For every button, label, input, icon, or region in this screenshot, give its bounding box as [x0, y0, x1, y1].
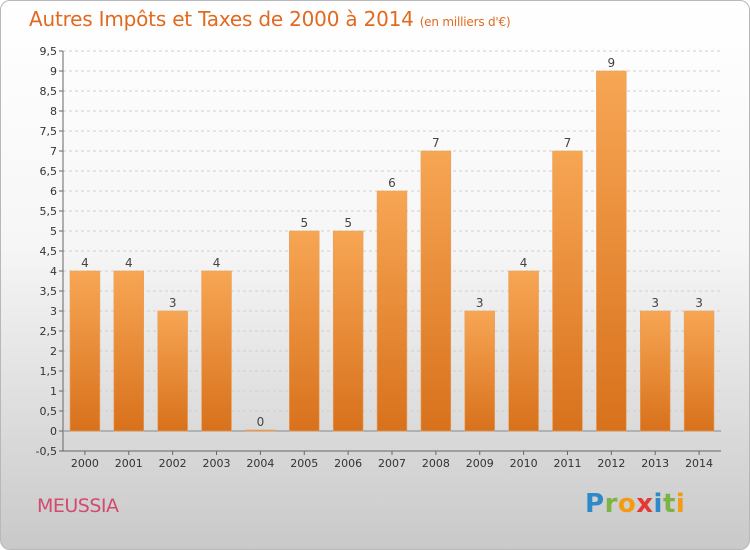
logo-letter: t: [662, 489, 676, 519]
logo-letter: o: [617, 489, 637, 519]
logo-letter: P: [585, 489, 605, 519]
y-tick-label: 9,5: [40, 45, 58, 58]
bar: [464, 310, 495, 432]
commune-name: MEUSSIA: [37, 495, 119, 517]
axis-layer: -0,5 0 0,5 1 1,5 2 2,5 3 3,5 4 4,5 5 5,5 6 6,5 7 7,5 8 8,5…: [36, 45, 721, 470]
x-tick-label: 2000: [71, 457, 99, 470]
data-label: 3: [476, 296, 484, 310]
bar: [332, 230, 364, 432]
chart-title: Autres Impôts et Taxes de 2000 à 2014 (en…: [29, 7, 511, 31]
data-label: 4: [81, 256, 89, 270]
data-label: 4: [213, 256, 221, 270]
x-tick-label: 2012: [597, 457, 625, 470]
y-tick-label: 5,5: [40, 205, 58, 218]
bar: [639, 310, 671, 432]
x-tick-label: 2010: [510, 457, 538, 470]
x-tick-label: 2009: [466, 457, 494, 470]
x-tick-label: 2013: [641, 457, 669, 470]
y-tick-label: 0,5: [40, 405, 58, 418]
y-tick-label: 7,5: [40, 125, 58, 138]
data-label: 5: [300, 216, 308, 230]
y-tick-label: 6: [50, 185, 57, 198]
x-tick-label: 2014: [685, 457, 713, 470]
bar: [245, 429, 276, 432]
label-layer: 4 4 3 4 0 5 5 6 7 3 4 7 9 3 3: [81, 56, 703, 429]
y-tick-label: 1: [50, 385, 57, 398]
y-tick-label: 3: [50, 305, 57, 318]
x-tick-label: 2011: [553, 457, 581, 470]
bar-layer: [69, 70, 715, 432]
bar: [508, 270, 539, 432]
x-tick-label: 2007: [378, 457, 406, 470]
bar: [420, 150, 452, 432]
y-tick-label: 2,5: [40, 325, 58, 338]
chart-title-text: Autres Impôts et Taxes de 2000 à 2014: [29, 7, 414, 31]
y-tick-label: 8,5: [40, 85, 58, 98]
y-tick-label: 6,5: [40, 165, 58, 178]
y-tick-label: 4,5: [40, 245, 58, 258]
bar: [201, 270, 232, 432]
bar: [552, 150, 583, 432]
y-tick-label: 3,5: [40, 285, 58, 298]
logo-letter: x: [636, 489, 654, 519]
proxiti-logo: Proxiti: [585, 489, 685, 519]
bar: [596, 70, 627, 432]
y-tick-label: 0: [50, 425, 57, 438]
y-tick-label: 5: [50, 225, 57, 238]
x-tick-label: 2004: [246, 457, 274, 470]
data-label: 9: [608, 56, 616, 70]
bar: [69, 270, 101, 432]
data-label: 6: [388, 176, 396, 190]
chart-unit: (en milliers d'€): [419, 15, 511, 29]
data-label: 7: [432, 136, 440, 150]
x-tick-label: 2008: [422, 457, 450, 470]
x-tick-label: 2006: [334, 457, 362, 470]
data-label: 3: [695, 296, 703, 310]
data-label: 0: [257, 415, 265, 429]
y-tick-label: 8: [50, 105, 57, 118]
data-label: 3: [651, 296, 659, 310]
x-tick-label: 2005: [290, 457, 318, 470]
bar: [289, 230, 320, 432]
y-tick-label: 2: [50, 345, 57, 358]
data-label: 3: [169, 296, 177, 310]
logo-letter: i: [675, 489, 686, 519]
y-tick-label: 1,5: [40, 365, 58, 378]
logo-letter: i: [653, 489, 663, 519]
bar: [376, 190, 408, 432]
x-tick-label: 2002: [159, 457, 187, 470]
bar: [113, 270, 145, 432]
y-tick-label: 7: [50, 145, 57, 158]
x-tick-label: 2001: [115, 457, 143, 470]
bar: [683, 310, 715, 432]
y-tick-label: -0,5: [36, 445, 57, 458]
logo-letter: r: [604, 489, 618, 519]
data-label: 4: [520, 256, 528, 270]
x-tick-label: 2003: [203, 457, 231, 470]
y-tick-label: 4: [50, 265, 57, 278]
data-label: 5: [344, 216, 352, 230]
data-label: 7: [564, 136, 572, 150]
y-tick-label: 9: [50, 65, 57, 78]
bar: [157, 310, 188, 432]
data-label: 4: [125, 256, 133, 270]
